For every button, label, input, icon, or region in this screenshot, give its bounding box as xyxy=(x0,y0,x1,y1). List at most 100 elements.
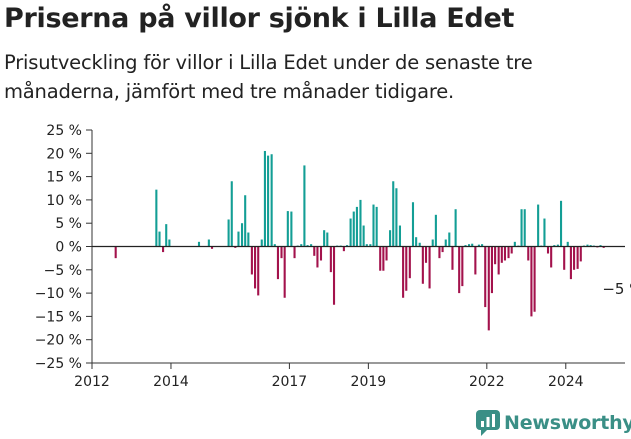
bar xyxy=(484,246,487,308)
bar xyxy=(329,246,332,273)
bar xyxy=(313,246,316,256)
bar xyxy=(494,246,497,265)
bar xyxy=(424,246,428,263)
y-tick-label: −25 % xyxy=(35,356,82,372)
bar xyxy=(513,241,516,247)
bar xyxy=(286,211,289,247)
y-tick-label: 15 % xyxy=(46,170,82,186)
bar xyxy=(411,202,415,247)
bar xyxy=(293,246,296,259)
bar xyxy=(114,246,117,259)
y-tick-label: −20 % xyxy=(35,333,82,349)
bar xyxy=(310,244,313,247)
bar xyxy=(471,243,474,247)
bar xyxy=(342,246,345,252)
bar xyxy=(566,241,569,247)
bar xyxy=(434,214,437,247)
bar xyxy=(263,150,266,247)
chart-title: Priserna på villor sjönk i Lilla Edet xyxy=(4,3,515,34)
bar xyxy=(240,223,244,247)
bar xyxy=(458,246,461,294)
bar xyxy=(270,154,273,247)
bar xyxy=(316,246,319,268)
y-tick-label: −10 % xyxy=(35,286,82,302)
bar xyxy=(392,181,395,247)
bar xyxy=(559,200,563,247)
bar xyxy=(372,204,375,247)
bar xyxy=(448,232,451,247)
x-tick-label: 2019 xyxy=(351,374,387,390)
bar xyxy=(602,246,605,248)
bar xyxy=(454,209,457,247)
bar xyxy=(306,245,309,247)
bar xyxy=(300,244,303,247)
last-value-annotation: −5 % xyxy=(602,280,631,298)
bar xyxy=(428,246,431,289)
bar xyxy=(155,189,158,247)
bar xyxy=(576,246,579,269)
bar xyxy=(569,246,572,280)
bar xyxy=(283,246,286,298)
bar xyxy=(543,218,546,247)
bar xyxy=(599,245,602,247)
bar xyxy=(369,244,372,247)
bar xyxy=(431,239,434,247)
bar xyxy=(497,246,500,275)
bar xyxy=(257,246,260,296)
bar xyxy=(553,245,556,247)
bar xyxy=(389,230,392,247)
bar xyxy=(237,231,240,247)
bar xyxy=(254,246,257,289)
bar xyxy=(418,242,421,247)
bar xyxy=(267,155,270,247)
bar xyxy=(500,246,503,263)
bar xyxy=(197,241,201,247)
bar xyxy=(290,211,293,247)
y-tick-label: 20 % xyxy=(46,146,82,162)
bar xyxy=(408,246,411,279)
bar xyxy=(405,246,408,291)
bar xyxy=(589,245,592,247)
x-tick-label: 2012 xyxy=(74,374,110,390)
bar xyxy=(537,204,540,247)
bar xyxy=(244,195,247,247)
bar xyxy=(490,246,493,294)
bar xyxy=(227,219,230,247)
bar xyxy=(573,246,576,270)
brand-name: Newsworthy xyxy=(504,412,631,434)
x-tick-label: 2014 xyxy=(153,374,189,390)
bar xyxy=(415,237,418,247)
bar xyxy=(556,244,559,247)
bar xyxy=(507,246,510,259)
y-tick-label: −5 % xyxy=(44,263,82,279)
bar xyxy=(332,246,336,305)
bar xyxy=(523,209,526,247)
y-tick-label: 0 % xyxy=(55,240,82,256)
bar xyxy=(481,244,484,247)
bar xyxy=(273,244,276,247)
bar xyxy=(280,246,283,259)
bar xyxy=(365,244,368,247)
bar xyxy=(247,232,250,247)
bar xyxy=(207,239,210,247)
bar xyxy=(276,246,280,280)
bar xyxy=(162,246,165,253)
bar xyxy=(444,239,447,247)
brand-logo[interactable]: Newsworthy xyxy=(476,408,631,438)
bar xyxy=(510,246,513,254)
x-axis: 2012 2014 2017 2019 2022 2024 xyxy=(74,362,625,390)
bar-chart: 25 % 20 % 15 % 10 % 5 % 0 % −5 % −10 % −15 % −20 … xyxy=(35,123,631,390)
bar xyxy=(441,246,444,253)
bar xyxy=(382,246,385,271)
bar xyxy=(323,230,326,247)
bar xyxy=(168,239,171,247)
y-tick-label: 10 % xyxy=(46,193,82,209)
bar xyxy=(352,211,355,247)
bar xyxy=(487,246,490,331)
bar xyxy=(563,246,566,270)
bar xyxy=(230,181,233,247)
x-tick-label: 2017 xyxy=(272,374,308,390)
bar xyxy=(234,246,237,248)
bar xyxy=(359,199,362,247)
bar xyxy=(586,244,589,247)
